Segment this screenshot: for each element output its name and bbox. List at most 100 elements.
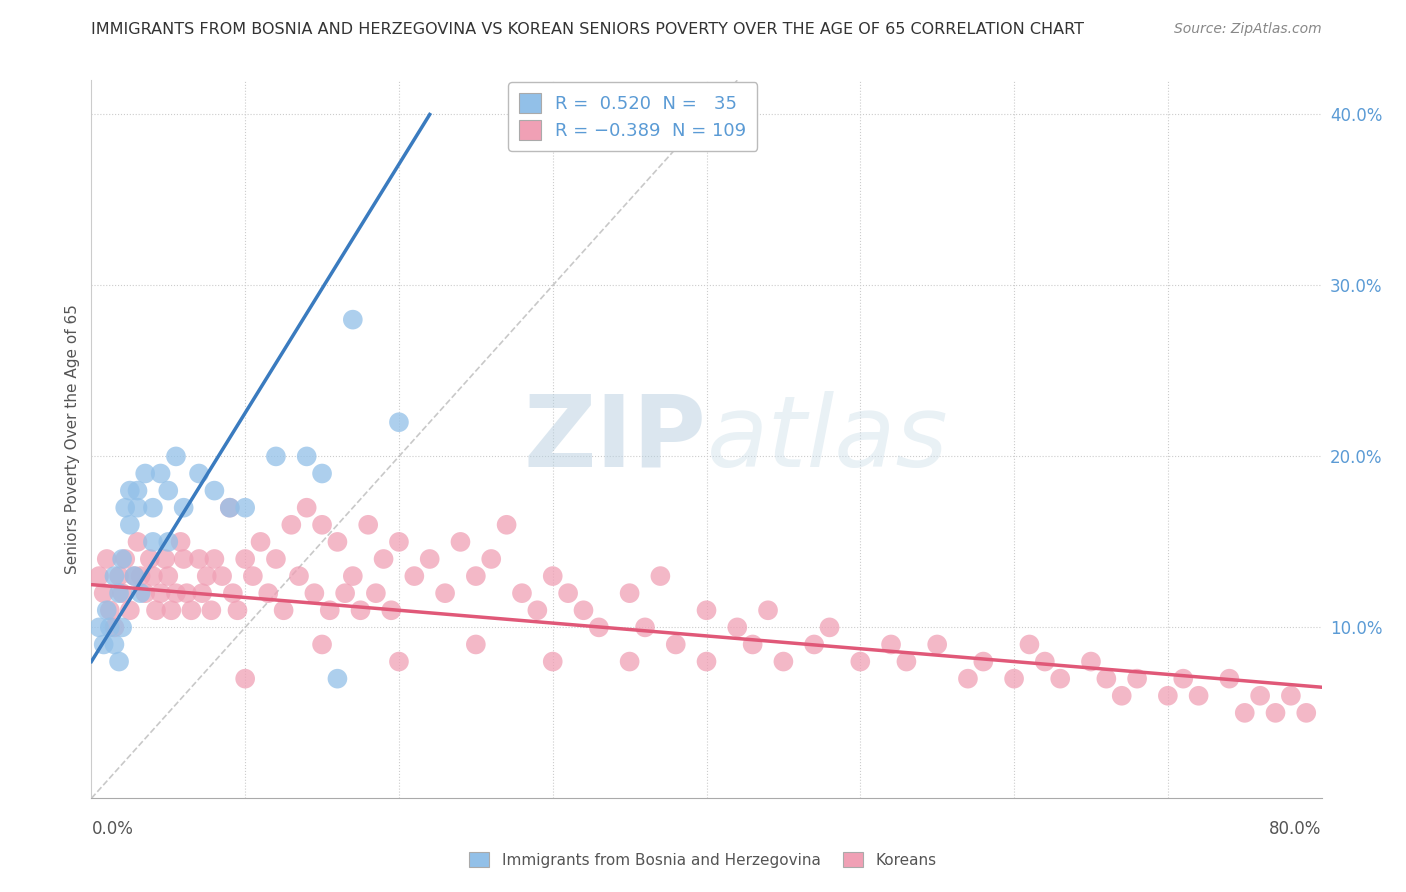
Point xyxy=(725,620,748,634)
Point xyxy=(142,500,165,515)
Point xyxy=(803,637,825,651)
Point xyxy=(127,483,149,498)
Point xyxy=(342,312,364,326)
Text: Source: ZipAtlas.com: Source: ZipAtlas.com xyxy=(1174,22,1322,37)
Point xyxy=(896,655,918,669)
Point xyxy=(188,467,211,481)
Point xyxy=(1187,689,1209,703)
Y-axis label: Seniors Poverty Over the Age of 65: Seniors Poverty Over the Age of 65 xyxy=(65,304,80,574)
Point xyxy=(311,517,333,532)
Point xyxy=(188,552,211,566)
Point xyxy=(108,586,131,600)
Point xyxy=(304,586,326,600)
Point xyxy=(388,655,411,669)
Point xyxy=(388,534,411,549)
Point xyxy=(200,603,222,617)
Point xyxy=(1033,655,1056,669)
Text: 0.0%: 0.0% xyxy=(91,820,134,838)
Point xyxy=(619,655,641,669)
Point xyxy=(495,517,517,532)
Point xyxy=(1218,672,1240,686)
Point xyxy=(772,655,794,669)
Point xyxy=(288,569,311,583)
Point xyxy=(149,586,172,600)
Point xyxy=(319,603,342,617)
Point xyxy=(756,603,779,617)
Point xyxy=(176,586,198,600)
Point xyxy=(1264,706,1286,720)
Point xyxy=(1249,689,1271,703)
Point xyxy=(295,500,318,515)
Point xyxy=(818,620,841,634)
Point xyxy=(311,637,333,651)
Point xyxy=(280,517,302,532)
Point xyxy=(211,569,233,583)
Point xyxy=(1049,672,1071,686)
Point xyxy=(619,586,641,600)
Point xyxy=(326,672,349,686)
Point xyxy=(98,603,121,617)
Point xyxy=(588,620,610,634)
Point xyxy=(157,534,180,549)
Legend: R =  0.520  N =   35, R = −0.389  N = 109: R = 0.520 N = 35, R = −0.389 N = 109 xyxy=(508,82,758,151)
Point xyxy=(103,637,125,651)
Point xyxy=(956,672,979,686)
Point xyxy=(233,500,256,515)
Point xyxy=(634,620,657,634)
Point xyxy=(111,620,134,634)
Point xyxy=(134,586,156,600)
Point xyxy=(295,450,318,464)
Point xyxy=(195,569,218,583)
Point xyxy=(142,534,165,549)
Point xyxy=(127,500,149,515)
Point xyxy=(572,603,595,617)
Point xyxy=(349,603,371,617)
Point xyxy=(1018,637,1040,651)
Point xyxy=(541,569,564,583)
Point xyxy=(165,586,187,600)
Point xyxy=(165,450,187,464)
Point xyxy=(233,552,256,566)
Point xyxy=(114,552,136,566)
Point xyxy=(357,517,380,532)
Point xyxy=(93,586,115,600)
Point xyxy=(142,569,165,583)
Point xyxy=(111,552,134,566)
Point xyxy=(96,603,118,617)
Point xyxy=(139,552,162,566)
Point xyxy=(849,655,872,669)
Point xyxy=(1173,672,1195,686)
Point xyxy=(127,534,149,549)
Point xyxy=(972,655,994,669)
Point xyxy=(202,483,225,498)
Point xyxy=(124,569,146,583)
Point xyxy=(233,672,256,686)
Point xyxy=(557,586,579,600)
Point xyxy=(404,569,426,583)
Point xyxy=(103,569,125,583)
Point xyxy=(464,637,486,651)
Point xyxy=(160,603,183,617)
Point xyxy=(273,603,295,617)
Point xyxy=(1080,655,1102,669)
Point xyxy=(1157,689,1180,703)
Point xyxy=(434,586,457,600)
Point xyxy=(114,500,136,515)
Point xyxy=(96,552,118,566)
Point xyxy=(180,603,202,617)
Point xyxy=(108,569,131,583)
Point xyxy=(191,586,214,600)
Point xyxy=(650,569,672,583)
Point xyxy=(173,552,195,566)
Point xyxy=(93,637,115,651)
Point xyxy=(87,569,110,583)
Point xyxy=(510,586,533,600)
Point xyxy=(149,467,172,481)
Point xyxy=(1295,706,1317,720)
Point xyxy=(108,655,131,669)
Point xyxy=(118,603,141,617)
Point xyxy=(927,637,949,651)
Point xyxy=(257,586,280,600)
Point xyxy=(696,655,718,669)
Point xyxy=(364,586,387,600)
